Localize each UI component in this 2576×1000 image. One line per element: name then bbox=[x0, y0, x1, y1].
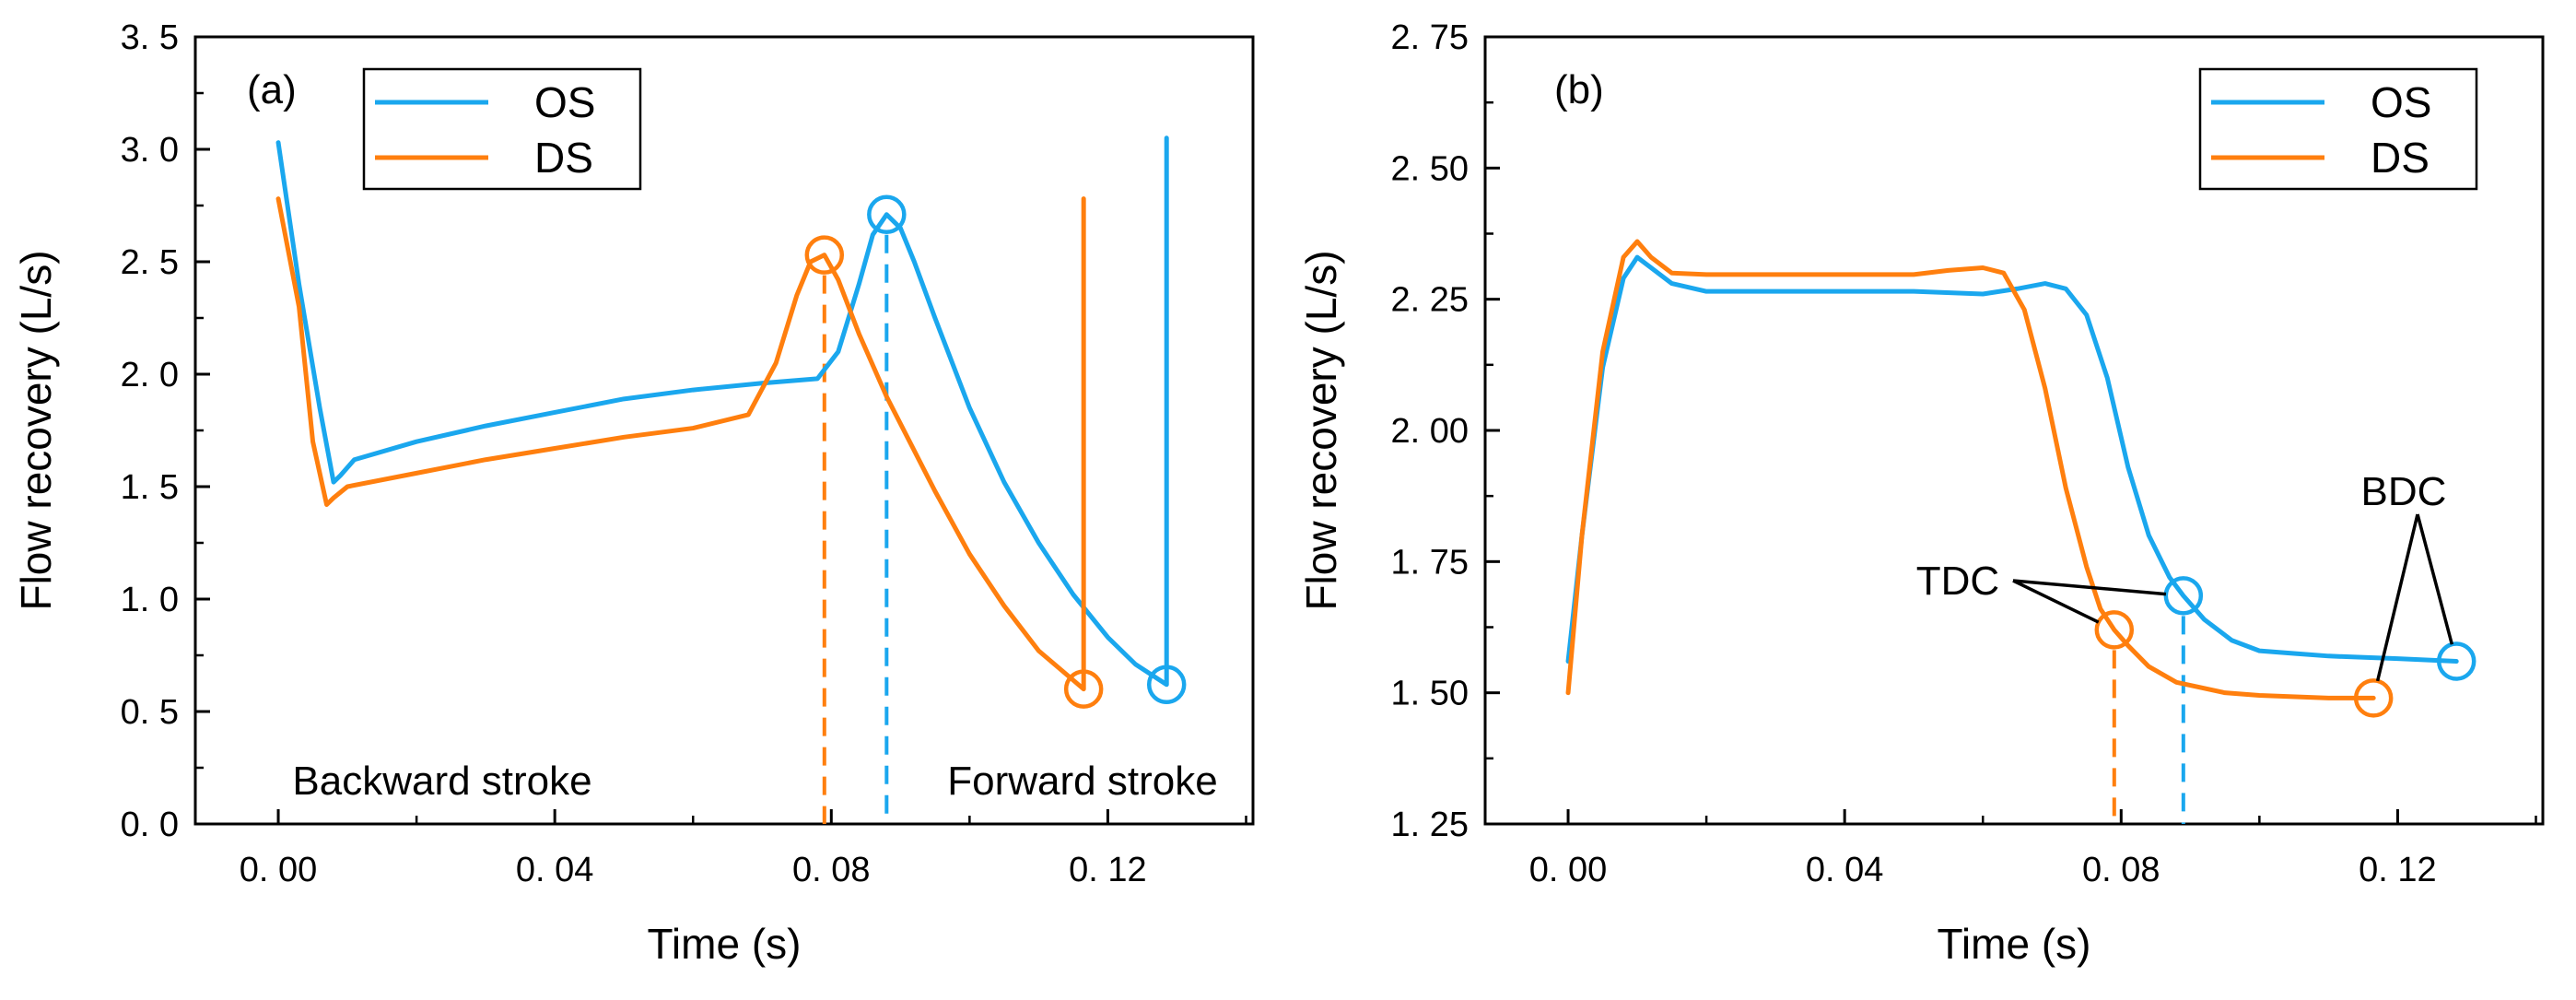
series-line-ds bbox=[275, 196, 1086, 692]
y-tick-label: 0. 0 bbox=[121, 806, 179, 844]
panel-a: 0. 0 0. 5 1. 0 1. 5 2. 0 2. 5 3. 0 3. 5 0. 00 0. … bbox=[12, 18, 1255, 968]
marker-circle-ds bbox=[1063, 669, 1104, 709]
marker-circle-os bbox=[2436, 641, 2476, 681]
legend-label-ds: DS bbox=[2371, 134, 2430, 182]
annotation-label: Backward stroke bbox=[292, 759, 591, 804]
annotation-pointer bbox=[2012, 579, 2100, 624]
series-line-os bbox=[275, 135, 1169, 688]
marker-circle-ds bbox=[2353, 678, 2394, 718]
y-tick-label: 1. 75 bbox=[1390, 543, 1469, 582]
marker-circle-os bbox=[867, 194, 907, 235]
x-tick-label: 0. 00 bbox=[1529, 851, 1608, 889]
y-tick-label: 1. 5 bbox=[121, 468, 179, 507]
y-tick-label: 2. 5 bbox=[121, 243, 179, 282]
y-tick-label: 2. 00 bbox=[1390, 412, 1469, 451]
panel-b: 1. 25 1. 50 1. 75 2. 00 2. 25 2. 50 2. 75 0. 00… bbox=[1297, 18, 2545, 968]
y-axis-title: Flow recovery (L/s) bbox=[1297, 250, 1345, 610]
x-axis-title: Time (s) bbox=[1938, 920, 2091, 968]
x-tick-label: 0. 12 bbox=[2359, 851, 2437, 889]
y-tick-label: 1. 0 bbox=[121, 581, 179, 619]
legend-label-os: OS bbox=[534, 78, 595, 126]
legend-box bbox=[2198, 67, 2478, 191]
series-line-ds bbox=[1565, 239, 2376, 700]
annotation-pointer bbox=[2416, 513, 2454, 645]
annotation-pointer bbox=[2375, 513, 2419, 682]
marker-circle-ds bbox=[804, 235, 845, 275]
legend-box bbox=[362, 67, 642, 191]
marker-circle-os bbox=[1146, 665, 1187, 704]
marker-circle-ds bbox=[2094, 610, 2135, 650]
annotation-label: Forward stroke bbox=[947, 759, 1217, 804]
y-tick-label: 0. 5 bbox=[121, 693, 179, 732]
x-tick-label: 0. 12 bbox=[1069, 851, 1147, 889]
panel-label: (b) bbox=[1554, 67, 1604, 112]
y-tick-label: 2. 75 bbox=[1390, 18, 1469, 57]
y-tick-label: 3. 5 bbox=[121, 18, 179, 57]
plot-frame bbox=[193, 35, 1255, 826]
panel-label: (a) bbox=[247, 67, 297, 112]
y-axis-title: Flow recovery (L/s) bbox=[12, 250, 60, 610]
x-tick-label: 0. 00 bbox=[240, 851, 318, 889]
legend-label-os: OS bbox=[2371, 78, 2431, 126]
series-line-os bbox=[1565, 254, 2459, 665]
x-axis-title: Time (s) bbox=[648, 920, 802, 968]
y-tick-label: 2. 0 bbox=[121, 356, 179, 394]
marker-circle-os bbox=[2163, 576, 2204, 616]
x-tick-label: 0. 04 bbox=[1806, 851, 1884, 889]
x-tick-label: 0. 08 bbox=[792, 851, 871, 889]
x-tick-label: 0. 04 bbox=[516, 851, 594, 889]
y-tick-label: 3. 0 bbox=[121, 131, 179, 170]
y-tick-label: 2. 25 bbox=[1390, 281, 1469, 320]
annotation-label: TDC bbox=[1916, 559, 1999, 604]
annotation-label: BDC bbox=[2361, 469, 2447, 514]
x-tick-label: 0. 08 bbox=[2082, 851, 2160, 889]
annotation-pointer bbox=[2012, 579, 2167, 596]
y-tick-label: 1. 25 bbox=[1390, 806, 1469, 844]
y-tick-label: 1. 50 bbox=[1390, 675, 1469, 713]
y-tick-label: 2. 50 bbox=[1390, 149, 1469, 188]
legend-label-ds: DS bbox=[534, 134, 593, 182]
